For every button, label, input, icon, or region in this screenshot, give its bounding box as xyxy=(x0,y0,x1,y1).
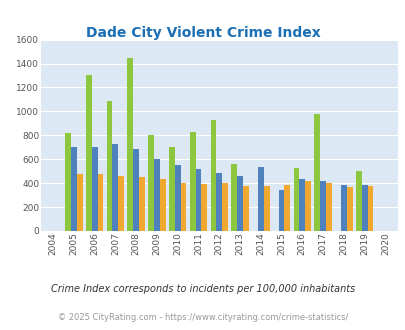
Bar xyxy=(257,167,263,231)
Bar xyxy=(346,187,352,231)
Bar xyxy=(153,159,160,231)
Bar xyxy=(139,177,145,231)
Bar xyxy=(71,147,77,231)
Bar xyxy=(127,58,133,231)
Bar xyxy=(278,190,284,231)
Bar xyxy=(112,144,118,231)
Bar xyxy=(175,165,180,231)
Bar xyxy=(231,164,237,231)
Text: Dade City Violent Crime Index: Dade City Violent Crime Index xyxy=(85,26,320,40)
Bar xyxy=(293,168,298,231)
Bar xyxy=(313,115,320,231)
Bar xyxy=(367,185,373,231)
Text: © 2025 CityRating.com - https://www.cityrating.com/crime-statistics/: © 2025 CityRating.com - https://www.city… xyxy=(58,313,347,322)
Bar xyxy=(325,182,331,231)
Bar xyxy=(180,183,186,231)
Bar xyxy=(107,101,112,231)
Bar xyxy=(361,185,367,231)
Bar xyxy=(298,179,305,231)
Bar xyxy=(222,183,227,231)
Bar xyxy=(160,179,165,231)
Bar xyxy=(237,176,242,231)
Bar xyxy=(340,185,346,231)
Bar xyxy=(65,133,71,231)
Bar xyxy=(77,174,82,231)
Bar xyxy=(355,171,361,231)
Bar xyxy=(118,176,124,231)
Bar xyxy=(263,186,269,231)
Bar xyxy=(201,184,207,231)
Bar xyxy=(284,185,290,231)
Bar xyxy=(148,135,153,231)
Bar xyxy=(133,149,139,231)
Bar xyxy=(97,174,103,231)
Bar xyxy=(216,173,222,231)
Bar xyxy=(320,182,325,231)
Bar xyxy=(305,181,310,231)
Text: Crime Index corresponds to incidents per 100,000 inhabitants: Crime Index corresponds to incidents per… xyxy=(51,284,354,294)
Bar xyxy=(168,147,175,231)
Bar xyxy=(189,132,195,231)
Bar xyxy=(242,186,248,231)
Bar xyxy=(92,147,97,231)
Bar xyxy=(210,120,216,231)
Bar xyxy=(86,76,92,231)
Bar xyxy=(195,169,201,231)
